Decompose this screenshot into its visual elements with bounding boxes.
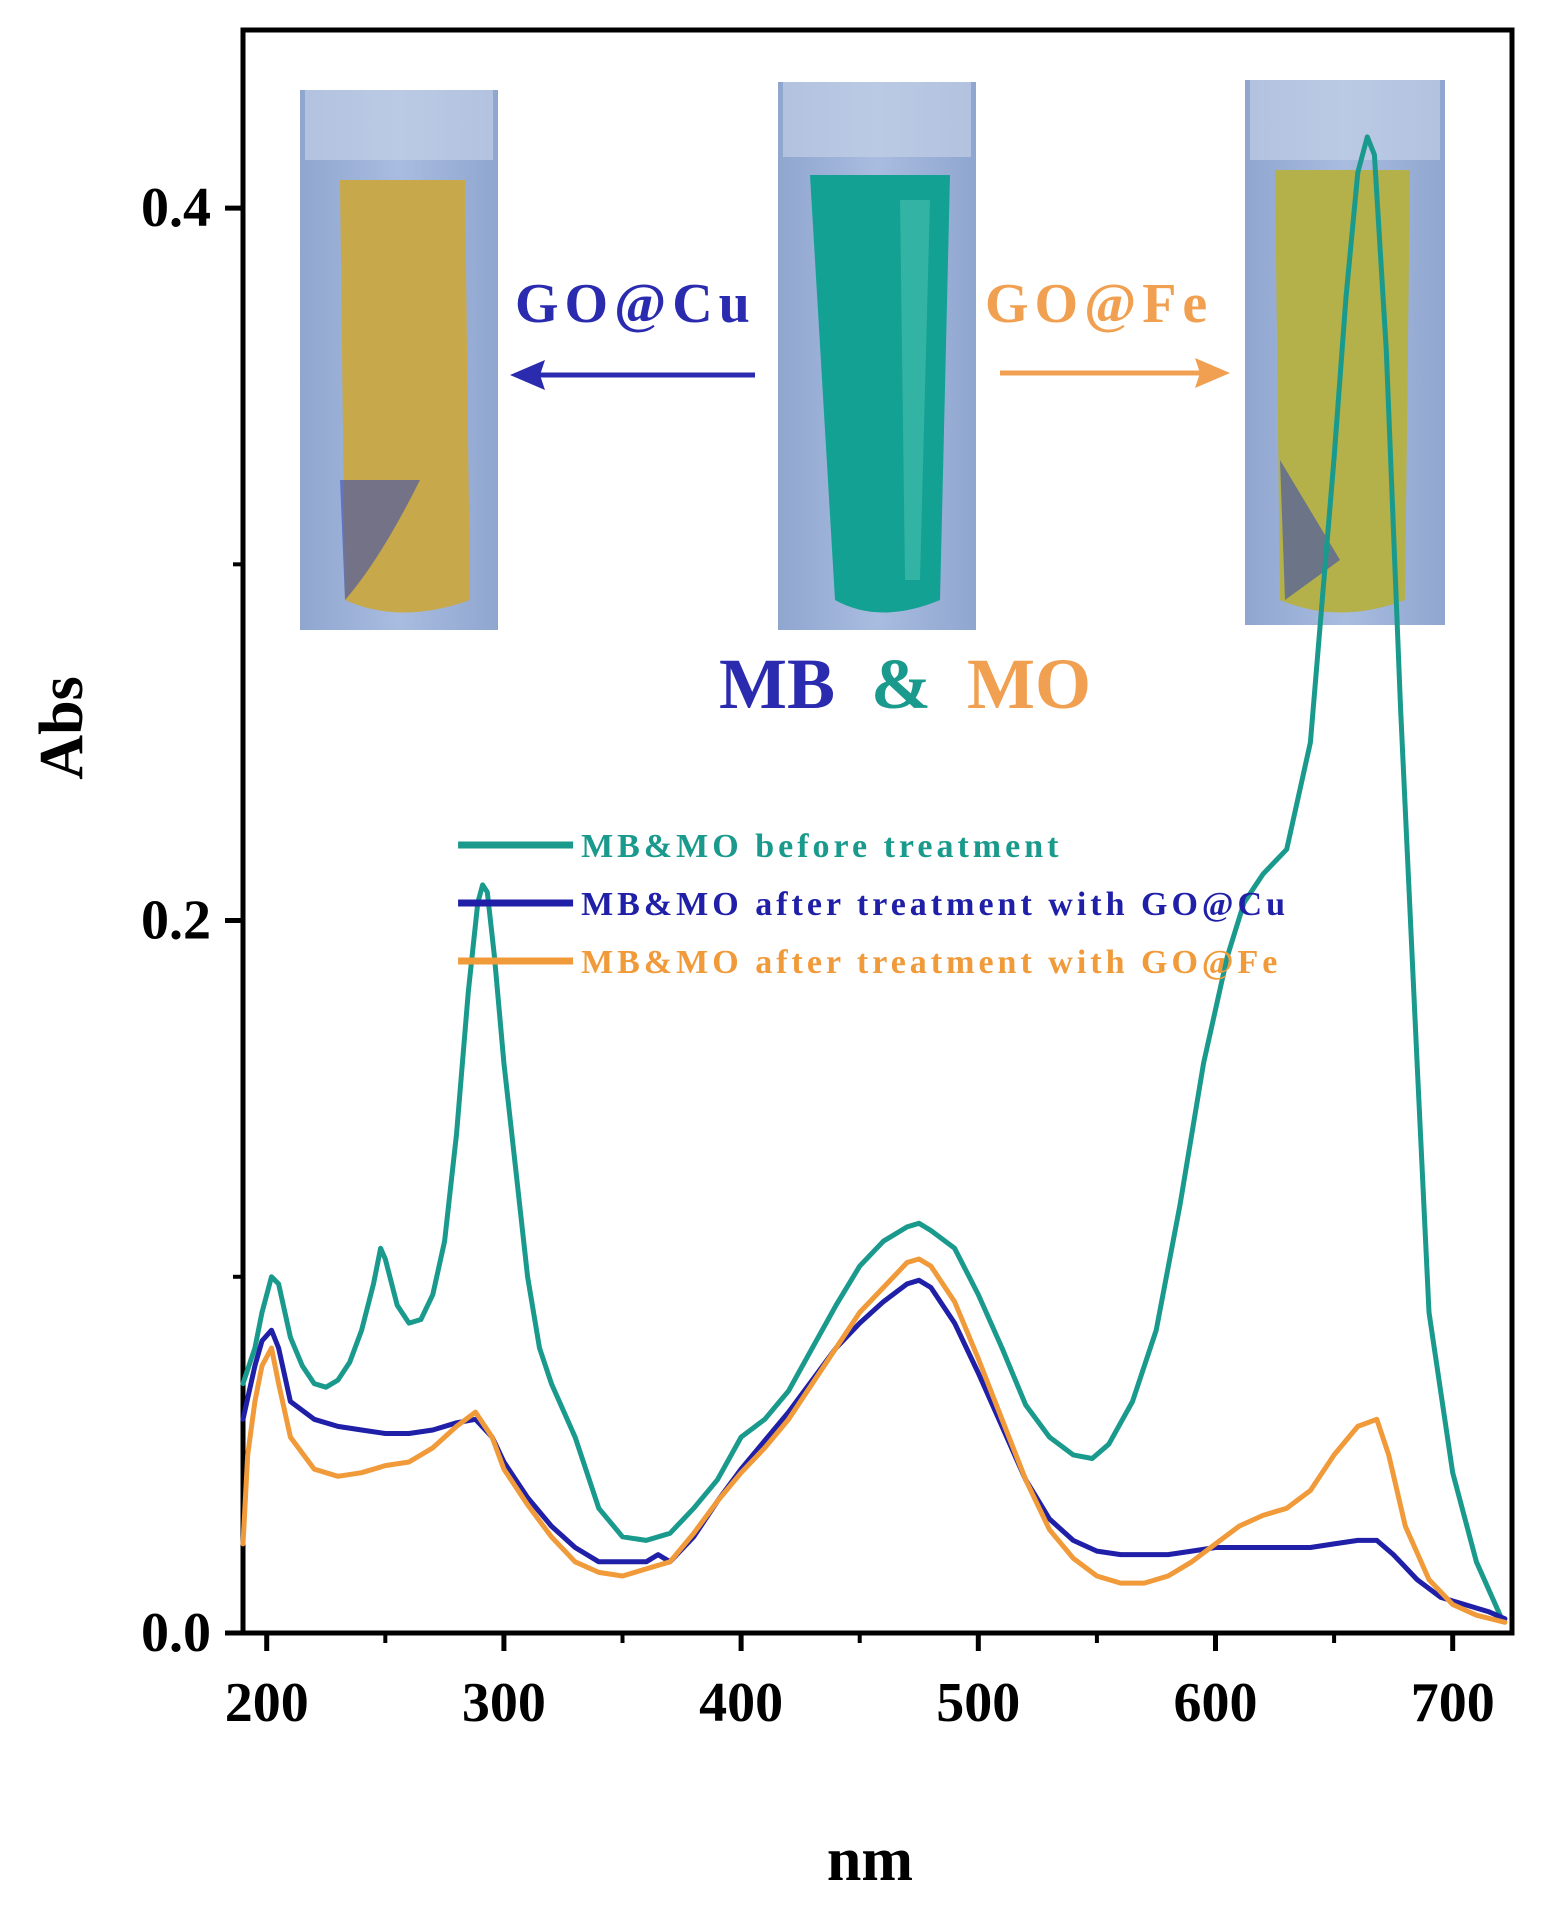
x-tick-label-600: 600: [1174, 1672, 1258, 1734]
plot-frame: [240, 27, 1515, 1636]
x-axis-ticks: 200 300 400 500 600 700: [225, 1633, 1495, 1734]
x-tick-label-500: 500: [936, 1672, 1020, 1734]
vial-after-fe: [1245, 80, 1445, 625]
label-go-fe: GO@Fe: [985, 273, 1213, 335]
y-tick-label-0.2: 0.2: [141, 890, 211, 952]
mixture-label-mo: MO: [967, 644, 1091, 724]
y-axis-title: Abs: [28, 676, 96, 779]
y-axis-ticks: 0.0 0.2 0.4: [141, 177, 243, 1664]
y-tick-label-0.4: 0.4: [141, 177, 211, 239]
mixture-label: MB & MO: [719, 644, 1091, 724]
mixture-label-amp: &: [871, 644, 931, 724]
vial-after-cu: [300, 90, 498, 630]
series-line-fe: [240, 1256, 1508, 1625]
x-tick-label-700: 700: [1411, 1672, 1495, 1734]
label-go-cu: GO@Cu: [515, 273, 756, 335]
mixture-label-mb: MB: [719, 644, 835, 724]
x-tick-label-400: 400: [699, 1672, 783, 1734]
series-lines: [240, 134, 1508, 1625]
series-line-before: [240, 134, 1503, 1618]
legend-label-before: MB&MO before treatment: [581, 828, 1062, 865]
arrow-fe-head: [1195, 358, 1230, 388]
x-tick-label-300: 300: [462, 1672, 546, 1734]
x-tick-label-200: 200: [225, 1672, 309, 1734]
x-axis-title: nm: [827, 1826, 913, 1894]
legend-label-fe: MB&MO after treatment with GO@Fe: [581, 944, 1281, 981]
legend: MB&MO before treatment MB&MO after treatm…: [458, 828, 1289, 981]
y-tick-label-0.0: 0.0: [141, 1602, 211, 1664]
vial-before: [778, 82, 976, 630]
vial-inset: GO@Cu GO@Fe MB & MO: [300, 80, 1445, 724]
arrow-cu-head: [510, 360, 545, 390]
legend-label-cu: MB&MO after treatment with GO@Cu: [581, 886, 1289, 923]
